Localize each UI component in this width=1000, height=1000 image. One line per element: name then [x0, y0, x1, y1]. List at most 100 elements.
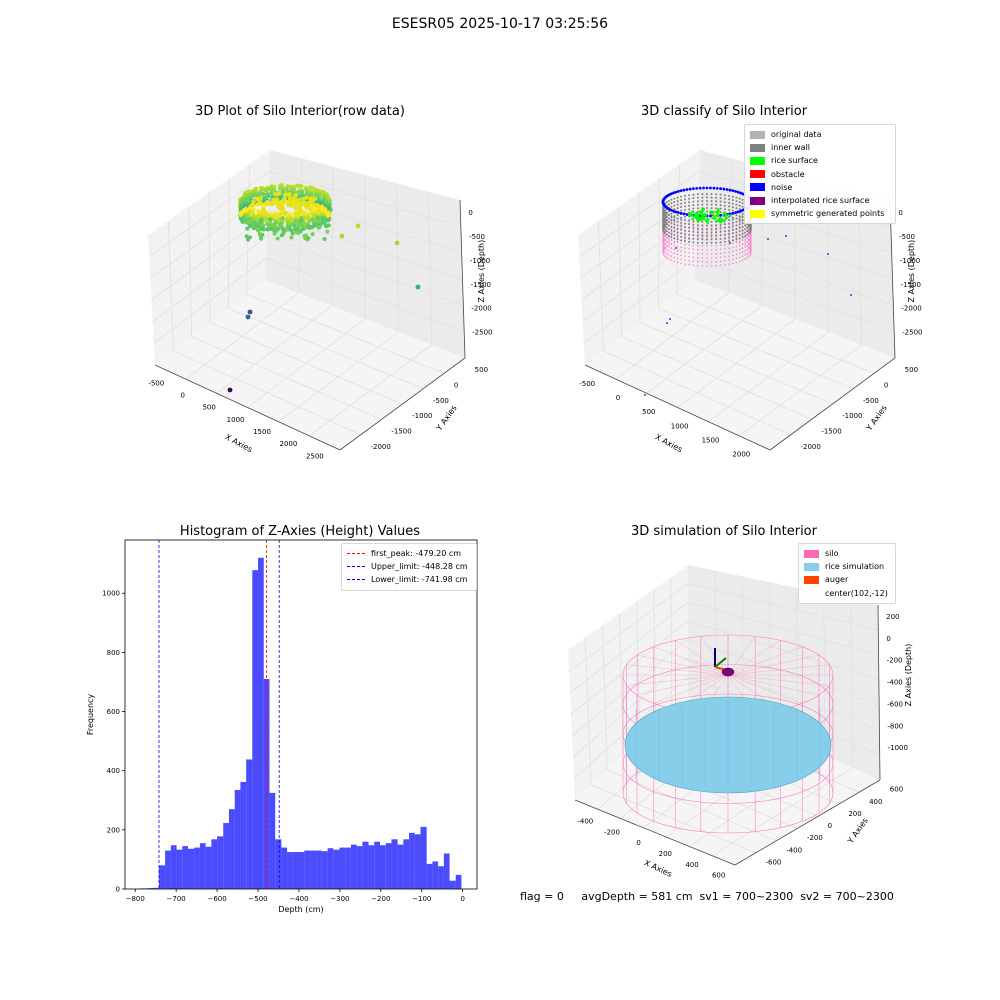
interpolated-point [662, 235, 664, 237]
inner-wall-point [670, 236, 673, 239]
inner-wall-point [744, 228, 747, 230]
rice-surface-point [728, 214, 732, 218]
raw-point [265, 194, 271, 199]
inner-wall-point [719, 204, 722, 207]
inner-wall-point [664, 232, 667, 235]
noise-point [728, 188, 732, 192]
inner-wall-point [670, 198, 673, 201]
y-tick-label: 600 [107, 708, 120, 716]
inner-wall-point [735, 227, 738, 230]
interpolated-point [662, 245, 665, 248]
x-tick-label: −800 [126, 895, 145, 903]
y-tick-label: -400 [786, 846, 802, 854]
y-axis-label: Y Axies [864, 404, 889, 434]
interpolated-point [706, 233, 708, 235]
interpolated-point [748, 255, 750, 258]
inner-wall-point [706, 210, 708, 213]
interpolated-point [697, 260, 699, 263]
raw-point [245, 226, 250, 231]
inner-wall-point [719, 223, 722, 226]
interpolated-point [728, 263, 730, 265]
inner-wall-point [710, 207, 713, 210]
raw-point [261, 209, 266, 214]
legend-entry: Lower_limit: -741.98 cm [347, 573, 471, 586]
interpolated-point [701, 249, 704, 251]
inner-wall-point [715, 234, 718, 237]
interpolated-point [692, 260, 695, 263]
inner-wall-point [692, 223, 695, 226]
raw-outlier-point [227, 387, 233, 393]
noise-point [719, 213, 722, 217]
interpolated-point [744, 238, 746, 240]
noise-point [685, 188, 689, 191]
legend-label: first_peak: -479.20 cm [371, 549, 462, 559]
interpolated-point [663, 240, 665, 242]
legend-swatch [804, 562, 819, 571]
interpolated-point [749, 248, 751, 250]
inner-wall-point [738, 223, 741, 226]
inner-wall-point [692, 197, 695, 200]
x-tick-label: −700 [167, 895, 186, 903]
interpolated-point [738, 252, 741, 255]
interpolated-point [663, 254, 665, 256]
interpolated-point [735, 253, 738, 256]
noise-point [692, 187, 695, 191]
legend-label: rice simulation [825, 562, 885, 572]
grid-line [636, 601, 640, 741]
silo-spoke [727, 674, 830, 686]
legend-entry: auger [804, 573, 890, 586]
grid-line [850, 599, 853, 768]
rice-surface-point [725, 216, 728, 220]
silo-spoke [727, 674, 803, 704]
raw-point [293, 212, 298, 217]
interpolated-point [684, 255, 686, 257]
noise-point [741, 208, 744, 212]
x-tick-label: −300 [330, 895, 349, 903]
raw-point [308, 207, 313, 212]
interpolated-point [706, 253, 708, 255]
histogram-bar [182, 846, 189, 889]
inner-wall-point [701, 227, 704, 230]
legend-entry: symmetric generated points [750, 207, 890, 220]
grid-line [246, 293, 445, 374]
inner-wall-point [692, 237, 695, 240]
interpolated-point [746, 256, 748, 259]
inner-wall-point [735, 203, 738, 206]
z-tick-label: -800 [887, 722, 903, 730]
inner-wall-point [747, 223, 750, 226]
inner-wall-point [688, 197, 691, 200]
interpolated-point [732, 250, 734, 253]
histogram-bar [339, 847, 346, 889]
interpolated-point [692, 256, 695, 259]
inner-wall-point [738, 230, 741, 233]
inner-wall-point [665, 226, 668, 229]
raw-point [306, 236, 311, 241]
z-tick-label: -1000 [900, 257, 920, 265]
inner-wall-point [676, 217, 679, 220]
raw-point [299, 218, 304, 223]
inner-wall-point [696, 200, 699, 203]
interpolated-point [684, 247, 686, 249]
inner-wall-point [715, 227, 718, 230]
noise-point [674, 210, 678, 214]
histogram-bar [327, 848, 334, 889]
inner-wall-point [706, 231, 708, 234]
rice-surface-point [722, 211, 726, 215]
interpolated-point [710, 249, 713, 251]
inner-wall-point [684, 215, 686, 218]
silo-spoke [653, 646, 729, 676]
inner-wall-point [667, 221, 670, 223]
interpolated-point [701, 261, 704, 263]
inner-wall-point [710, 193, 713, 196]
inner-wall-point [746, 226, 749, 229]
x-tick-label: 600 [712, 872, 725, 880]
interpolated-point [746, 225, 748, 228]
y-tick-label: -500 [433, 397, 449, 405]
raw-point [265, 187, 270, 192]
interpolated-point [735, 261, 738, 264]
inner-wall-point [731, 228, 734, 231]
inner-wall-point [688, 233, 691, 236]
raw-point [305, 188, 311, 194]
interpolated-point [738, 241, 741, 244]
interpolated-point [715, 229, 717, 232]
